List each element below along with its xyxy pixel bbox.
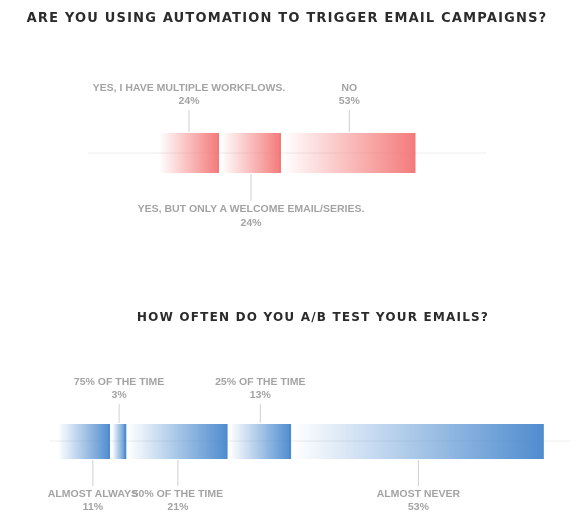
bar-edge-25-of-the-time: [289, 424, 291, 459]
category-label-50-of-the-time: 50% OF THE TIME: [133, 488, 223, 500]
category-label-almost-always: ALMOST ALWAYS: [48, 488, 138, 500]
category-label-yes-but-only-a-welcome-email-series: YES, BUT ONLY A WELCOME EMAIL/SERIES.: [138, 203, 365, 215]
category-label-75-of-the-time: 75% OF THE TIME: [74, 376, 164, 388]
bar-50-of-the-time: [128, 424, 228, 459]
category-label-25-of-the-time: 25% OF THE TIME: [215, 376, 305, 388]
bar-edge-almost-never: [541, 424, 544, 459]
bar-edge-yes-but-only-a-welcome-email-series: [279, 133, 281, 173]
value-label-almost-never: 53%: [408, 501, 430, 513]
bar-edge-50-of-the-time: [225, 424, 228, 459]
bar-almost-never: [293, 424, 544, 459]
category-label-yes-i-have-multiple-workflows: YES, I HAVE MULTIPLE WORKFLOWS.: [93, 82, 286, 94]
category-label-almost-never: ALMOST NEVER: [377, 488, 461, 500]
bar-25-of-the-time: [229, 424, 292, 459]
bar-edge-no: [413, 133, 416, 173]
bar-yes-i-have-multiple-workflows: [159, 133, 219, 173]
bar-yes-but-only-a-welcome-email-series: [221, 133, 281, 173]
category-label-no: NO: [341, 82, 357, 94]
value-label-75-of-the-time: 3%: [112, 389, 128, 401]
ab-test-chart: HOW OFTEN DO YOU A/B TEST YOUR EMAILS? A…: [48, 310, 570, 513]
value-label-25-of-the-time: 13%: [250, 389, 272, 401]
ab-test-chart-title: HOW OFTEN DO YOU A/B TEST YOUR EMAILS?: [137, 310, 489, 324]
value-label-yes-but-only-a-welcome-email-series: 24%: [240, 217, 262, 229]
bar-edge-almost-always: [108, 424, 110, 459]
bar-edge-yes-i-have-multiple-workflows: [217, 133, 219, 173]
automation-chart: ARE YOU USING AUTOMATION TO TRIGGER EMAI…: [27, 11, 548, 229]
value-label-yes-i-have-multiple-workflows: 24%: [178, 95, 200, 107]
value-label-almost-always: 11%: [83, 501, 104, 513]
automation-chart-title: ARE YOU USING AUTOMATION TO TRIGGER EMAI…: [27, 11, 548, 26]
bar-no: [283, 133, 416, 173]
value-label-no: 53%: [339, 95, 361, 107]
bar-75-of-the-time: [112, 424, 127, 459]
bar-almost-always: [58, 424, 110, 459]
bar-edge-75-of-the-time: [124, 424, 127, 459]
value-label-50-of-the-time: 21%: [167, 501, 189, 513]
